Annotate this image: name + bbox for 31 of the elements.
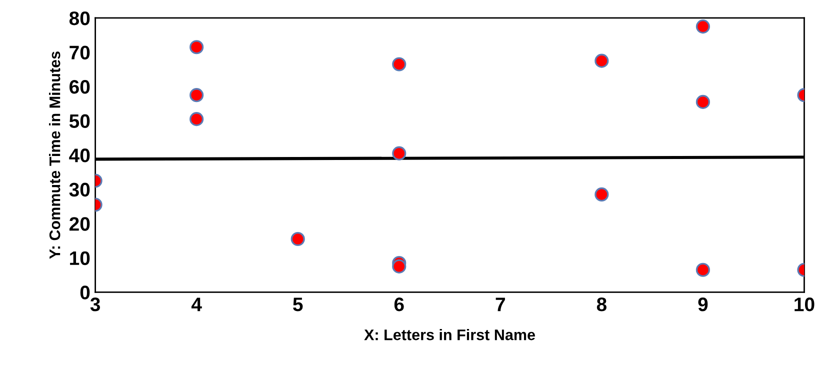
- y-tick-label: 60: [70, 80, 90, 94]
- point: [290, 232, 305, 246]
- x-tick-label: 8: [596, 298, 606, 312]
- y-tick-label: 80: [69, 11, 90, 26]
- y-tick-label: 50: [69, 114, 90, 128]
- x-tick-label: 5: [293, 298, 303, 312]
- point: [392, 259, 406, 274]
- y-axis-title: Y: Commute Time in Minutes: [49, 52, 60, 259]
- point: [392, 57, 406, 72]
- x-tick-label: 9: [698, 298, 708, 312]
- point: [190, 40, 204, 54]
- y-tick-label: 10: [70, 251, 90, 266]
- y-tick-label: 0: [80, 286, 90, 300]
- point: [594, 187, 609, 202]
- point: [190, 88, 204, 102]
- y-tick-label: 70: [70, 46, 90, 60]
- x-tick-label: 6: [394, 298, 404, 312]
- x-tick-label: 4: [191, 298, 202, 312]
- point: [392, 146, 406, 160]
- point: [696, 94, 710, 109]
- y-tick-label: 40: [69, 148, 90, 162]
- point: [594, 54, 609, 68]
- x-axis-title: X: Letters in First Name: [364, 329, 535, 340]
- point: [696, 262, 710, 277]
- point: [696, 20, 710, 34]
- y-tick-label: 30: [69, 182, 90, 197]
- y-tick-label: 20: [69, 217, 90, 231]
- x-tick-label: 7: [496, 298, 505, 312]
- point: [190, 112, 204, 126]
- x-tick-label: 3: [90, 298, 100, 312]
- x-tick-label: 10: [794, 298, 814, 312]
